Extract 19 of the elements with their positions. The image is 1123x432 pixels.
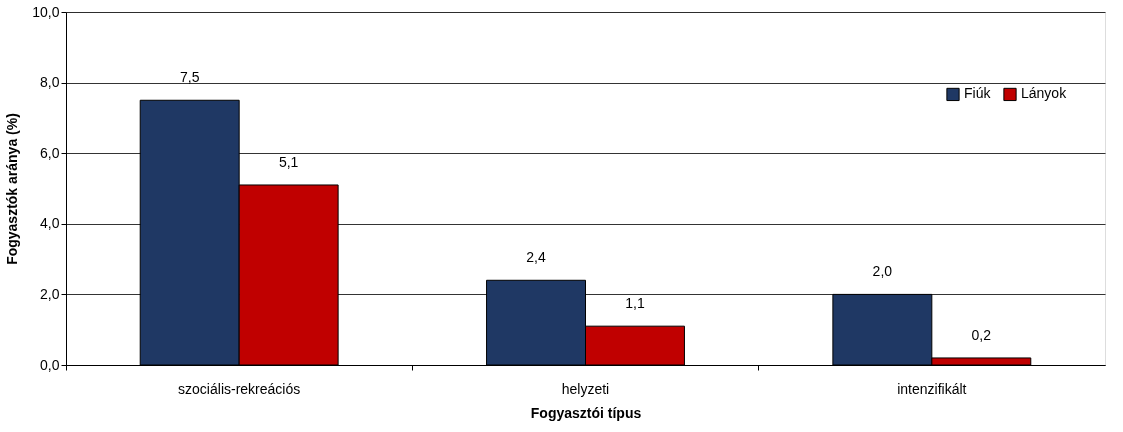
data-label: 5,1 xyxy=(278,153,299,170)
y-tick-label: 2,0 xyxy=(40,285,60,302)
legend-label: Lányok xyxy=(1021,85,1068,102)
legend-label: Fiúk xyxy=(964,85,992,102)
x-tick-label: helyzeti xyxy=(561,380,610,397)
data-label: 0,2 xyxy=(971,326,992,343)
y-axis-title: Fogyasztók aránya (%) xyxy=(4,113,21,265)
data-label: 2,0 xyxy=(872,263,893,280)
y-tick-label: 6,0 xyxy=(40,144,60,161)
x-tick-label: intenzifikált xyxy=(897,380,967,397)
x-axis-title: Fogyasztói típus xyxy=(530,404,642,421)
y-tick-label: 0,0 xyxy=(40,356,60,373)
y-tick-label: 4,0 xyxy=(40,215,60,232)
data-label: 7,5 xyxy=(179,69,200,86)
y-tick-label: 10,0 xyxy=(32,3,60,20)
x-tick-label: szociális-rekreációs xyxy=(178,380,301,397)
data-label: 2,4 xyxy=(526,249,546,266)
y-tick-label: 8,0 xyxy=(40,74,60,91)
data-label: 1,1 xyxy=(625,295,645,312)
